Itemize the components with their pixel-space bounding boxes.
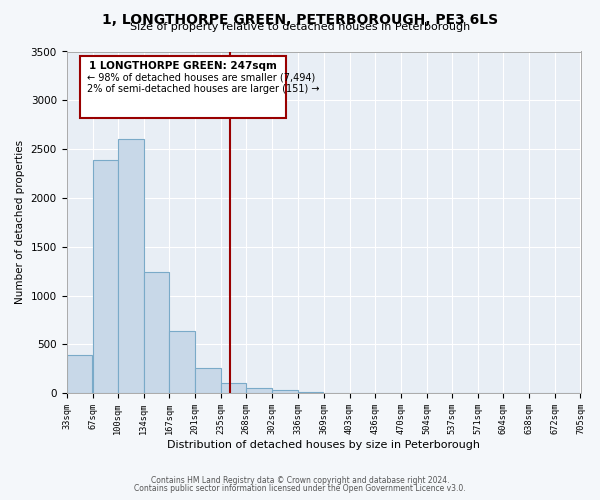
Text: Size of property relative to detached houses in Peterborough: Size of property relative to detached ho… <box>130 22 470 32</box>
Text: 2% of semi-detached houses are larger (151) →: 2% of semi-detached houses are larger (1… <box>87 84 320 94</box>
Bar <box>118 140 143 393</box>
Bar <box>195 368 221 393</box>
Text: Contains public sector information licensed under the Open Government Licence v3: Contains public sector information licen… <box>134 484 466 493</box>
Bar <box>221 384 246 393</box>
Text: 1 LONGTHORPE GREEN: 247sqm: 1 LONGTHORPE GREEN: 247sqm <box>89 62 277 72</box>
Y-axis label: Number of detached properties: Number of detached properties <box>15 140 25 304</box>
Text: 1, LONGTHORPE GREEN, PETERBOROUGH, PE3 6LS: 1, LONGTHORPE GREEN, PETERBOROUGH, PE3 6… <box>102 12 498 26</box>
Bar <box>247 388 272 393</box>
Bar <box>80 56 286 118</box>
Bar <box>93 160 118 393</box>
Bar <box>144 272 169 393</box>
Bar <box>169 330 195 393</box>
Bar <box>67 355 92 393</box>
Text: Contains HM Land Registry data © Crown copyright and database right 2024.: Contains HM Land Registry data © Crown c… <box>151 476 449 485</box>
Bar <box>272 390 298 393</box>
Bar <box>298 392 323 393</box>
X-axis label: Distribution of detached houses by size in Peterborough: Distribution of detached houses by size … <box>167 440 480 450</box>
Text: ← 98% of detached houses are smaller (7,494): ← 98% of detached houses are smaller (7,… <box>87 72 316 82</box>
